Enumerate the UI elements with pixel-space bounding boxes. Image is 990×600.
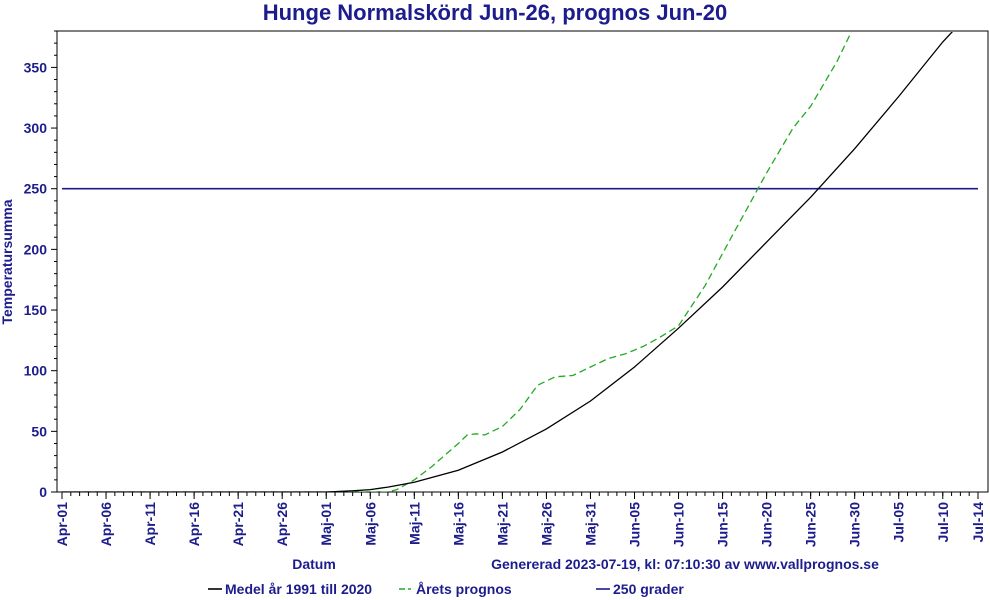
x-tick-label: Apr-16: [186, 502, 202, 547]
legend-label: Årets prognos: [416, 581, 512, 597]
x-tick-label: Apr-06: [98, 502, 114, 547]
x-tick-label: Apr-26: [274, 502, 290, 547]
x-tick-label: Maj-31: [582, 502, 598, 546]
legend: Medel år 1991 till 2020 Årets prognos 250 …: [208, 581, 684, 597]
x-tick-label: Jul-10: [935, 502, 951, 543]
x-tick-label: Maj-16: [450, 502, 466, 546]
y-tick-label: 350: [24, 59, 48, 75]
series-group: [62, 32, 978, 492]
legend-label: 250 grader: [613, 581, 684, 597]
x-tick-label: Jul-05: [891, 502, 907, 543]
x-tick-label: Maj-21: [494, 502, 510, 546]
x-tick-label: Jun-30: [847, 502, 863, 547]
x-tick-label: Jul-14: [970, 502, 986, 543]
y-tick-label: 150: [24, 302, 48, 318]
x-tick-label: Jun-20: [759, 502, 775, 547]
y-tick-label: 0: [39, 484, 47, 500]
x-tick-label: Apr-21: [230, 502, 246, 547]
y-tick-label: 100: [24, 363, 48, 379]
x-axis: Apr-01 Apr-06 Apr-11 Apr-16 Apr-21 Apr-26 Maj-…: [54, 492, 986, 547]
x-tick-label: Jun-15: [715, 502, 731, 547]
y-tick-label: 200: [24, 241, 48, 257]
x-tick-label: Jun-10: [671, 502, 687, 547]
y-axis: 0 50 100 150 200 250 300 350: [24, 30, 57, 500]
plot-frame: [56, 30, 989, 493]
x-tick-label: Apr-11: [142, 502, 158, 546]
y-tick-label: 50: [31, 423, 47, 439]
series-line-prognos: [62, 32, 852, 492]
x-tick-label: Maj-06: [362, 502, 378, 546]
x-tick-label: Jun-25: [803, 502, 819, 547]
y-axis-label: Temperatursumma: [0, 199, 15, 324]
chart-title: Hunge Normalskörd Jun-26, prognos Jun-20: [263, 0, 728, 25]
y-tick-label: 250: [24, 181, 48, 197]
x-tick-label: Apr-01: [54, 502, 70, 547]
y-tick-label: 300: [24, 120, 48, 136]
x-tick-label: Maj-11: [406, 502, 422, 545]
legend-label: Medel år 1991 till 2020: [225, 581, 372, 597]
series-line-medel: [62, 32, 953, 492]
x-tick-label: Maj-26: [538, 502, 554, 546]
x-tick-label: Jun-05: [627, 502, 643, 547]
x-tick-label: Maj-01: [318, 502, 334, 546]
x-axis-label: Datum: [292, 556, 336, 572]
generated-note: Genererad 2023-07-19, kl: 07:10:30 av ww…: [491, 556, 879, 572]
plot-area: [62, 32, 978, 492]
